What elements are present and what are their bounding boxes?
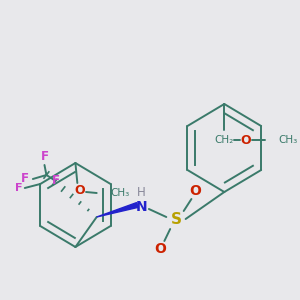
Text: F: F <box>52 175 60 188</box>
Polygon shape <box>97 202 138 217</box>
Text: O: O <box>240 134 251 146</box>
Text: F: F <box>40 151 49 164</box>
Text: O: O <box>154 242 166 256</box>
Text: O: O <box>189 184 201 198</box>
Text: CH₂: CH₂ <box>215 135 234 145</box>
Text: O: O <box>74 184 85 197</box>
Text: CH₃: CH₃ <box>110 188 130 198</box>
Text: F: F <box>15 183 23 193</box>
Text: CH₃: CH₃ <box>278 135 298 145</box>
Text: H: H <box>137 187 146 200</box>
Text: S: S <box>170 212 182 226</box>
Text: F: F <box>21 172 29 185</box>
Text: N: N <box>135 200 147 214</box>
